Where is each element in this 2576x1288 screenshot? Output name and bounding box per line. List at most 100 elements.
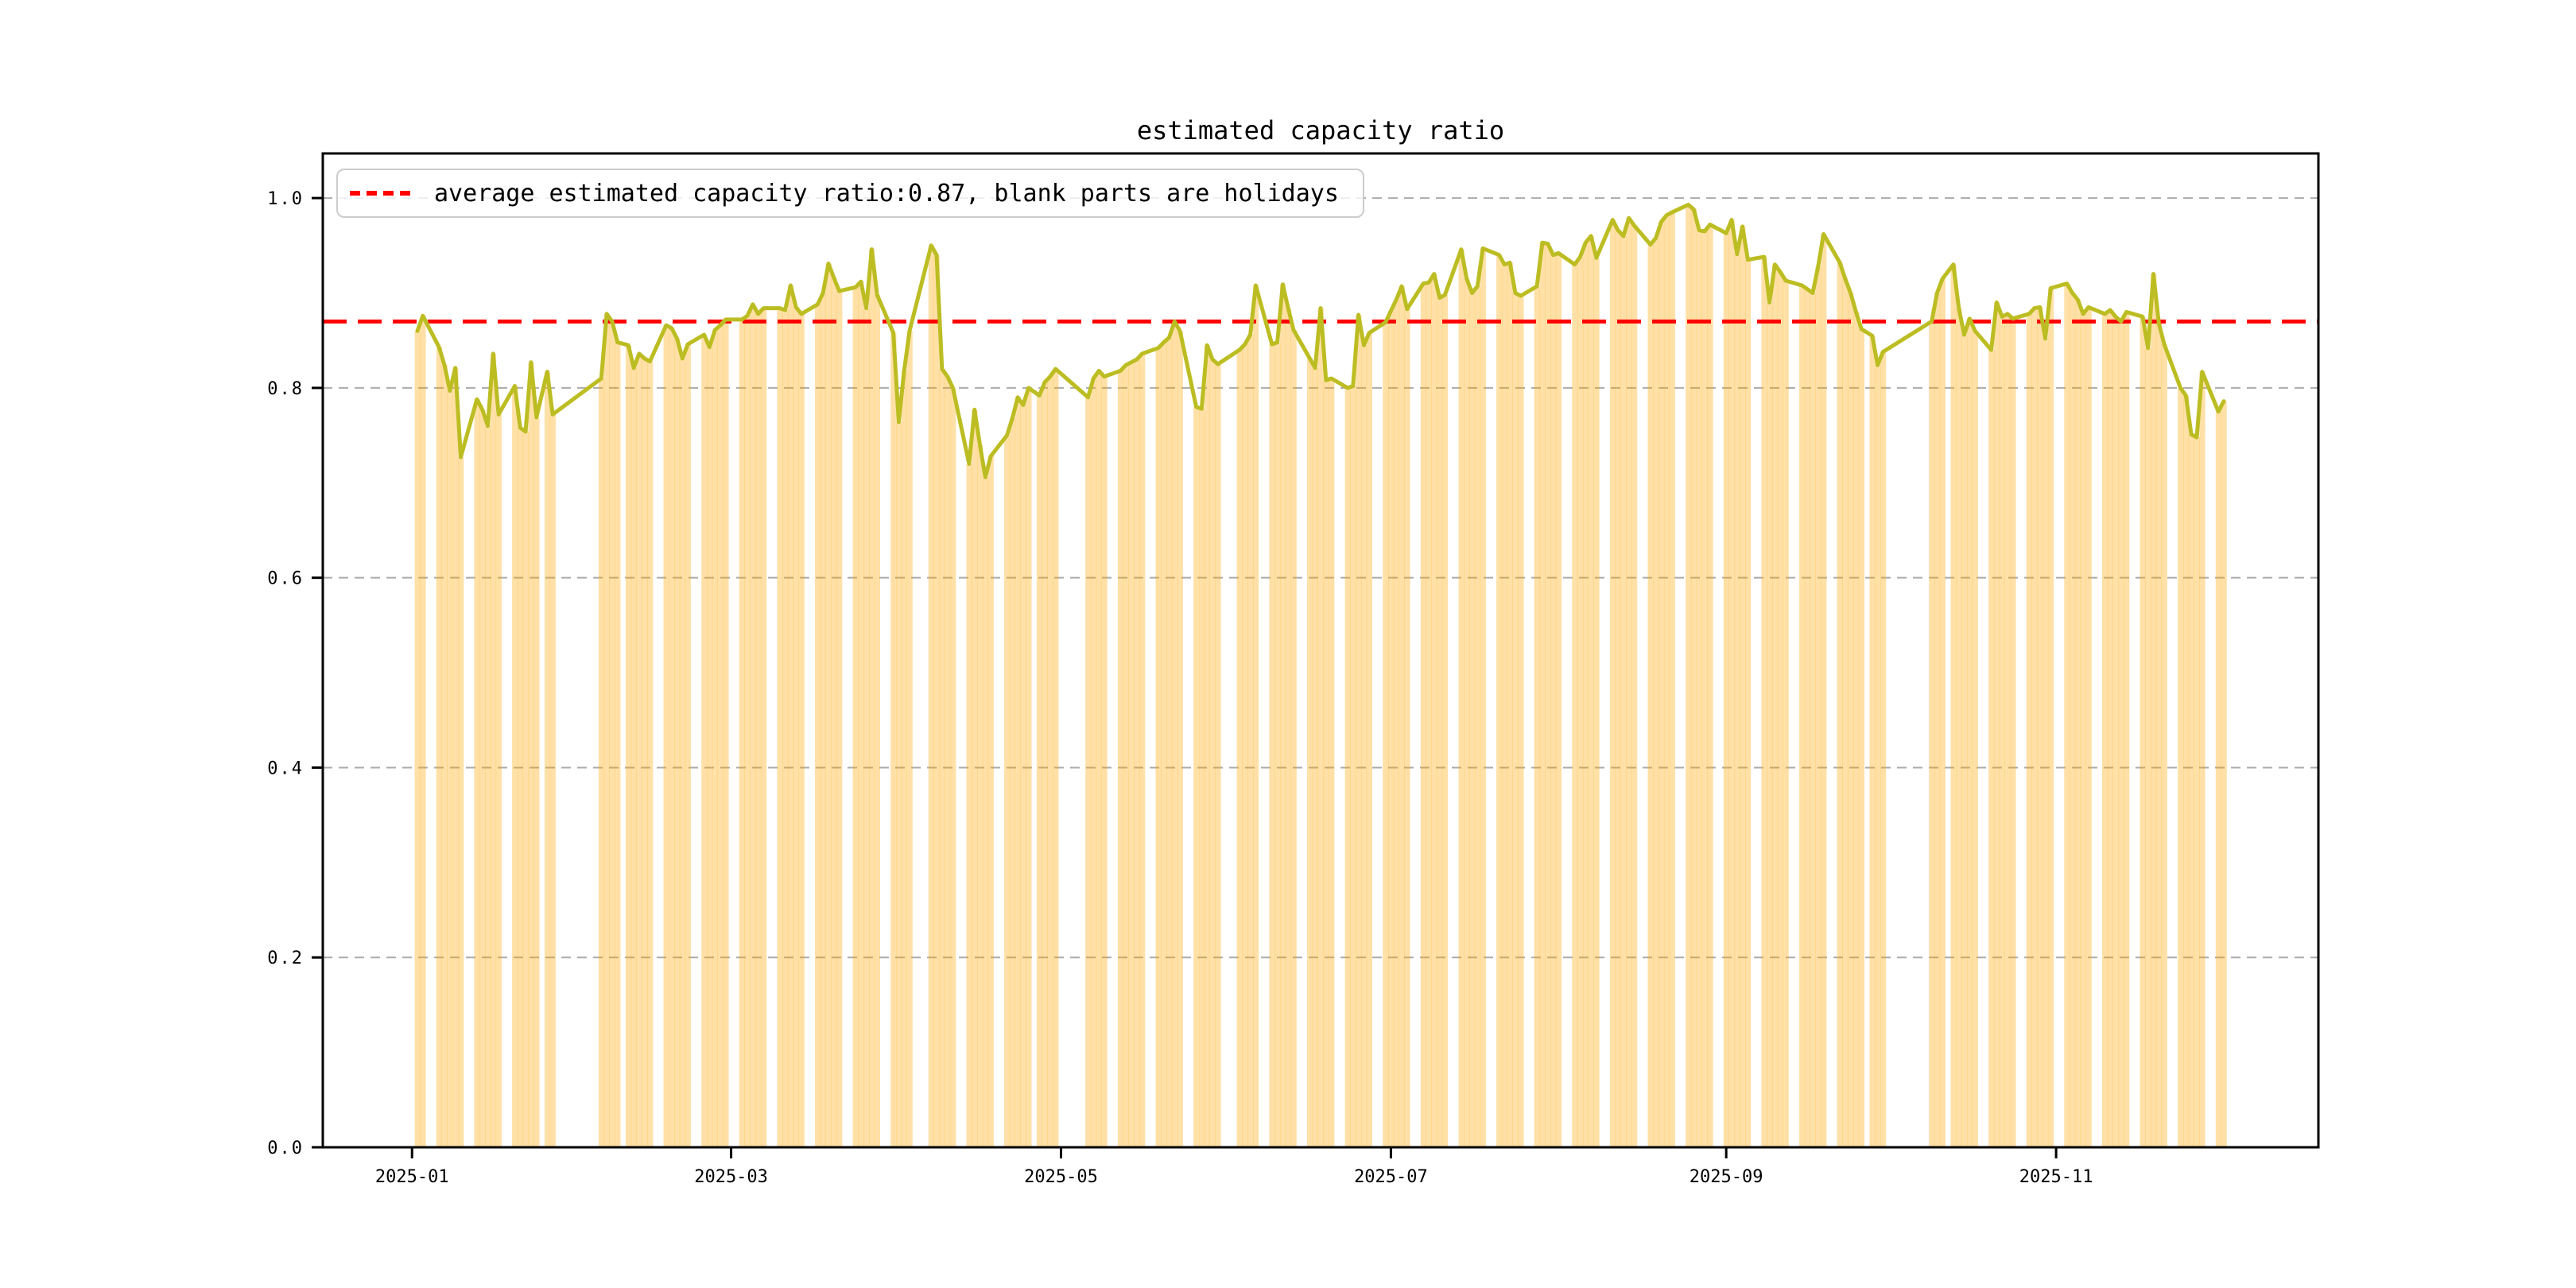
workday-bar (1869, 336, 1876, 1147)
workday-bar (1420, 283, 1426, 1148)
y-tick-label: 0.2 (267, 949, 304, 968)
workday-bar (522, 431, 529, 1147)
workday-bar (1993, 302, 2000, 1147)
workday-bar (1139, 353, 1146, 1147)
workday-bar (2026, 313, 2032, 1147)
workday-bar (1512, 293, 1519, 1147)
workday-bar (761, 308, 767, 1148)
workday-bar (1344, 387, 1351, 1147)
workday-bar (712, 330, 718, 1148)
workday-bar (1393, 299, 1399, 1147)
workday-bar (495, 414, 502, 1147)
workday-bar (793, 307, 799, 1147)
workday-bar (1582, 242, 1589, 1148)
workday-bar (1501, 264, 1508, 1148)
workday-bar (2043, 338, 2049, 1147)
y-tick-label: 0.0 (267, 1139, 304, 1158)
workday-bar (972, 409, 978, 1147)
capacity-ratio-line (415, 203, 2226, 479)
workday-bar (2151, 274, 2157, 1148)
workday-bar (674, 338, 681, 1147)
workday-bar (1647, 244, 1654, 1148)
y-tick-label: 1.0 (267, 189, 304, 209)
workday-bar (1999, 316, 2005, 1147)
workday-bar (1545, 243, 1551, 1147)
workday-bar (1426, 282, 1432, 1147)
workday-bar (1047, 376, 1053, 1148)
workday-bar (1783, 281, 1789, 1147)
workday-bar (2112, 316, 2119, 1147)
x-tick-label: 2025-07 (1354, 1167, 1428, 1187)
workday-bar (1204, 345, 1210, 1147)
workday-bar (1934, 293, 1941, 1147)
workday-bar (1777, 272, 1783, 1148)
workday-bar (1090, 378, 1097, 1147)
workday-bar (852, 287, 859, 1147)
workday-bar (906, 331, 913, 1147)
workday-bar (1772, 264, 1779, 1148)
workday-bar (1155, 347, 1162, 1147)
workday-bar (2161, 344, 2167, 1147)
workday-bar (1215, 364, 1221, 1147)
workday-bar (1550, 254, 1557, 1148)
legend-label: average estimated capacity ratio:0.87, b… (434, 179, 1339, 208)
workday-bar (1740, 226, 1746, 1147)
workday-bar (1242, 344, 1248, 1147)
workday-bar (1539, 242, 1546, 1148)
workday-bar (1307, 358, 1313, 1147)
x-tick-label: 2025-11 (2019, 1167, 2093, 1187)
workday-bar (836, 291, 843, 1148)
workday-bar (1458, 249, 1465, 1148)
workday-bar (663, 325, 669, 1148)
workday-bar (966, 464, 972, 1147)
workday-bar (1171, 321, 1178, 1147)
workday-bar (1631, 225, 1638, 1148)
workday-bar (858, 281, 864, 1148)
workday-bar (1518, 296, 1524, 1148)
workday-bar (1285, 308, 1291, 1148)
workday-bar (603, 313, 610, 1147)
workday-bar (1572, 264, 1578, 1148)
workday-bar (1956, 308, 1962, 1148)
workday-bar (1653, 238, 1659, 1147)
x-tick-label: 2025-01 (375, 1167, 449, 1187)
workday-bar (1620, 235, 1627, 1147)
workday-bar (1274, 342, 1281, 1148)
workday-bar (2221, 401, 2227, 1148)
workday-bar (1799, 285, 1806, 1147)
workday-bar (609, 321, 615, 1147)
workday-bar (950, 387, 956, 1147)
workday-bar (874, 294, 880, 1147)
workday-bar (1269, 344, 1275, 1147)
workday-bar (2140, 316, 2146, 1147)
workday-bar (1464, 278, 1470, 1148)
workday-bar (2074, 299, 2081, 1147)
workday-bar (1534, 286, 1540, 1148)
workday-bar (2064, 283, 2070, 1148)
workday-bar (1014, 397, 1021, 1147)
workday-bar (1323, 380, 1329, 1147)
plot-border (321, 152, 2320, 1149)
workday-bar (1496, 254, 1503, 1148)
workday-bar (1950, 264, 1957, 1148)
workday-bar (1009, 418, 1016, 1147)
workday-bar (890, 332, 897, 1148)
workday-bar (987, 456, 994, 1147)
x-tick-label: 2025-05 (1024, 1167, 1098, 1187)
workday-bar (1123, 365, 1129, 1147)
workday-bar (1615, 230, 1621, 1148)
workday-bar (544, 371, 551, 1148)
workday-bar (1929, 321, 1935, 1147)
workday-bar (2101, 313, 2109, 1147)
workday-bar (777, 308, 783, 1148)
workday-bar (1723, 233, 1729, 1147)
workday-bar (977, 444, 983, 1147)
workday-bar (707, 347, 713, 1148)
workday-bar (1821, 234, 1827, 1147)
workday-bar (739, 319, 745, 1147)
workday-bar (820, 293, 826, 1147)
workday-bar (750, 304, 756, 1147)
workday-bar (2215, 411, 2221, 1147)
workday-bar (1312, 367, 1318, 1147)
workday-bar (1707, 224, 1713, 1147)
